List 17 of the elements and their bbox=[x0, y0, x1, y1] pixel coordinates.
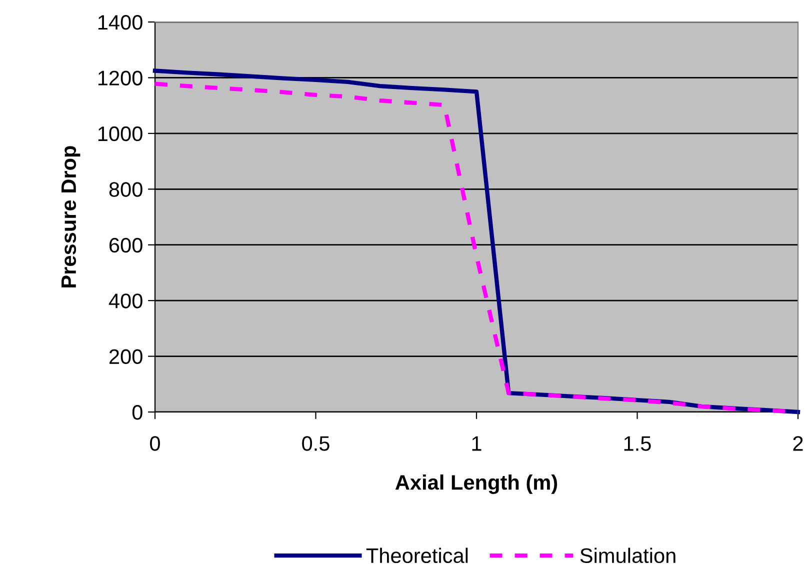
y-axis-title: Pressure Drop bbox=[62, 146, 80, 288]
y-tick-label: 1200 bbox=[98, 70, 142, 86]
y-tick-label: 400 bbox=[108, 294, 142, 308]
legend-label: Theoretical bbox=[366, 548, 468, 564]
y-tick-label: 200 bbox=[109, 349, 142, 364]
legend-label: Simulation bbox=[580, 548, 676, 564]
x-tick-label: 1 bbox=[472, 436, 482, 451]
y-tick-label: 1400 bbox=[98, 15, 142, 30]
x-tick-label: 1.5 bbox=[624, 436, 651, 451]
x-axis-title: Axial Length (m) bbox=[395, 474, 558, 494]
y-tick-label: 0 bbox=[132, 405, 142, 420]
y-tick-label: 800 bbox=[109, 182, 142, 197]
y-tick-label: 600 bbox=[109, 238, 142, 253]
x-tick-label: 2 bbox=[793, 436, 803, 451]
x-tick-label: 0.5 bbox=[302, 436, 330, 451]
y-tick-label: 1000 bbox=[98, 126, 142, 142]
x-tick-label: 0 bbox=[150, 436, 160, 451]
